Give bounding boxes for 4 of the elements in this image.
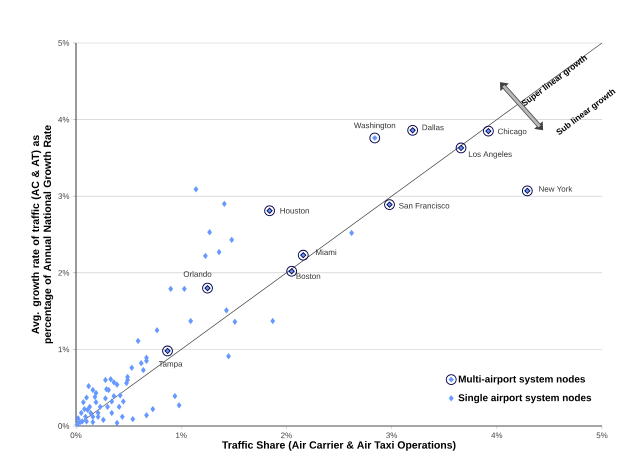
y-axis-title: Avg. growth rate of traffic (AC & AT) as percentage of Annual National Growth Rate bbox=[31, 125, 54, 344]
legend-label: Multi-airport system nodes bbox=[458, 375, 586, 385]
x-axis-title: Traffic Share (Air Carrier & Air Taxi Operations) bbox=[222, 440, 456, 451]
legend-label: Single airport system nodes bbox=[458, 394, 592, 404]
